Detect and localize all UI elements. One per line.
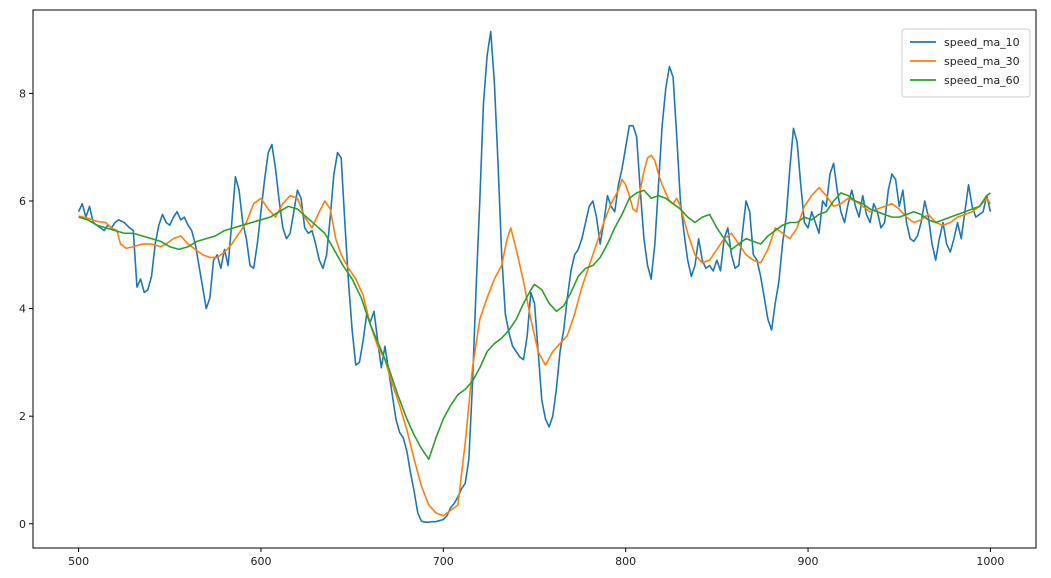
x-tick-label: 500 (68, 555, 89, 568)
x-tick-label: 600 (250, 555, 271, 568)
plot-frame (32, 9, 1037, 549)
legend-label: speed_ma_10 (944, 36, 1020, 49)
y-tick-label: 6 (19, 195, 26, 208)
legend-label: speed_ma_30 (944, 55, 1020, 68)
y-tick-label: 0 (19, 518, 26, 531)
series-line-speed-ma-60 (78, 189, 991, 461)
plot-area (77, 30, 992, 523)
y-tick-label: 8 (19, 87, 26, 100)
legend-label: speed_ma_60 (944, 74, 1020, 87)
x-tick-label: 1000 (976, 555, 1004, 568)
series-line-speed-ma-30 (78, 154, 992, 517)
legend: speed_ma_10 speed_ma_30 speed_ma_60 (901, 28, 1031, 98)
x-tick-label: 700 (433, 555, 454, 568)
x-tick-label: 800 (615, 555, 636, 568)
x-tick-label: 900 (798, 555, 819, 568)
y-tick-label: 4 (19, 303, 26, 316)
series-line-speed-ma-10 (77, 30, 992, 523)
y-tick-label: 2 (19, 410, 26, 423)
axis-ticks: 500 600 700 800 900 1000 0 2 4 6 8 (19, 87, 1004, 568)
